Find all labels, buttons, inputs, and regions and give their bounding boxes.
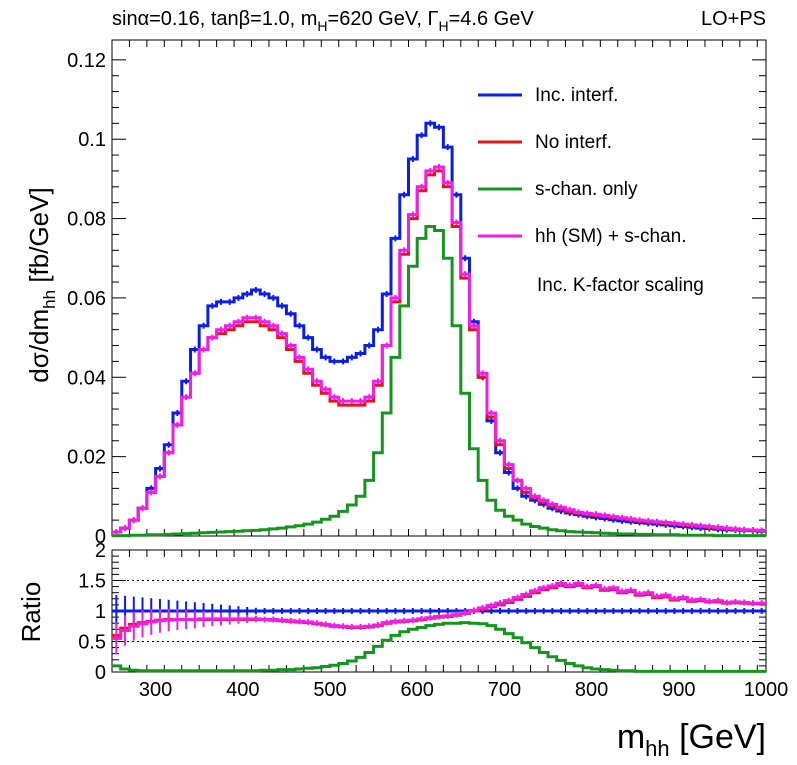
top-series-inc-interf (112, 121, 766, 534)
top-ytick-label-1: 0.02 (67, 447, 106, 469)
x-tick-label-1: 400 (226, 679, 259, 701)
ratio-series-hh-sm-s-chan (112, 582, 766, 640)
top-ytick-label-2: 0.04 (67, 367, 106, 389)
y-axis-label: dσ/dmhh [fb/GeV] (24, 187, 59, 382)
top-frame (111, 39, 767, 537)
x-tick-label-6: 900 (662, 679, 695, 701)
top-series-hh-sm-s-chan (112, 165, 766, 534)
ratio-ytick-label-3: 1.5 (78, 571, 106, 593)
top-ytick-label-6: 0.12 (67, 50, 106, 72)
x-axis-label: mhh [GeV] (617, 718, 766, 761)
title-part-2: =620 GeV, Γ (328, 8, 439, 30)
ratio-series-s-chan-only (112, 621, 766, 673)
chart-title: sinα=0.16, tanβ=1.0, mH=620 GeV, ΓH=4.6 … (112, 8, 534, 34)
top-ytick-label-0: 0 (95, 526, 106, 548)
ylabel-sub: hh (40, 290, 59, 309)
x-tick-label-7: 1000 (744, 679, 789, 701)
legend-label-s-chan-only: s-chan. only (535, 179, 638, 200)
x-tick-label-2: 500 (313, 679, 346, 701)
title-part-3: =4.6 GeV (449, 8, 535, 30)
ratio-ytick-label-2: 1 (95, 601, 106, 623)
title-sub-gamma: H (438, 18, 448, 34)
legend-label-hh-sm-s-chan: hh (SM) + s-chan. (535, 226, 687, 247)
xlabel-sub: hh (645, 736, 669, 761)
legend-label-no-interf: No interf. (535, 132, 612, 153)
ratio-ytick-label-1: 0.5 (78, 632, 106, 654)
chart-tag: LO+PS (701, 8, 766, 30)
top-ytick-label-3: 0.06 (67, 288, 106, 310)
ratio-ytick-label-4: 2 (95, 540, 106, 562)
legend-label-inc-interf: Inc. interf. (535, 85, 618, 106)
main-panel: 0 0.02 0.04 0.06 0.08 0.1 0.12 (67, 39, 767, 548)
x-tick-label-3: 600 (401, 679, 434, 701)
top-ytick-label-4: 0.08 (67, 209, 106, 231)
ratio-ytick-label-0: 0 (95, 662, 106, 684)
ylabel-unit: [fb/GeV] (24, 187, 54, 290)
top-ytick-label-5: 0.1 (78, 129, 106, 151)
legend: Inc. interf. No interf. s-chan. only hh (SM… (478, 85, 687, 247)
x-tick-label-5: 800 (575, 679, 608, 701)
ylabel-main: dσ/dm (24, 309, 54, 383)
ratio-panel: 0 0.5 1 1.5 2 300 400 500 600 700 800 900 1000 (78, 540, 788, 701)
xlabel-unit: [GeV] (670, 718, 766, 756)
title-part-1: sinα=0.16, tanβ=1.0, m (112, 8, 317, 30)
title-sub-h: H (317, 18, 327, 34)
ratio-y-axis-label: Ratio (16, 582, 46, 643)
top-series-s-chan-only (112, 225, 766, 538)
x-tick-label-4: 700 (488, 679, 521, 701)
k-factor-annotation: Inc. K-factor scaling (537, 275, 704, 296)
x-tick-label-0: 300 (139, 679, 172, 701)
xlabel-main: m (617, 718, 645, 756)
